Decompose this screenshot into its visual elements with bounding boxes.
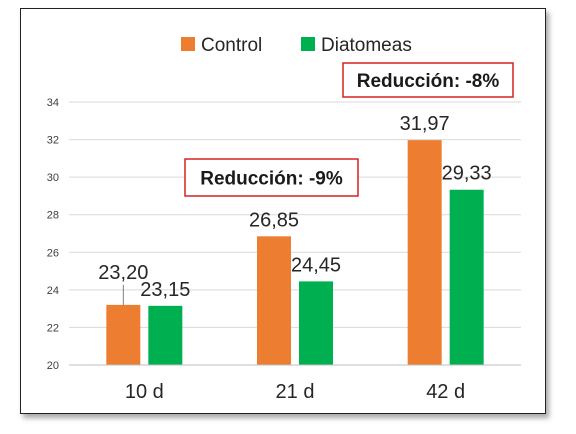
legend-label: Control — [201, 35, 262, 56]
y-axis: 20 22 24 26 28 30 32 34 — [47, 97, 59, 372]
y-tick-label: 20 — [47, 360, 59, 372]
data-label: 23,15 — [140, 279, 190, 301]
legend-swatch-control — [181, 37, 195, 51]
x-tick-label: 21 d — [276, 381, 315, 403]
y-tick-label: 28 — [47, 210, 59, 222]
y-tick-label: 26 — [47, 247, 59, 259]
y-tick-label: 22 — [47, 322, 59, 334]
annotation-text: Reducción: -9% — [200, 169, 343, 190]
y-tick-label: 24 — [47, 285, 59, 297]
x-axis: 10 d 21 d 42 d — [69, 364, 521, 403]
bars — [106, 140, 484, 365]
y-tick-label: 30 — [47, 172, 59, 184]
y-tick-label: 34 — [47, 97, 59, 109]
bar-diatomeas-0 — [148, 305, 183, 365]
x-tick-label: 42 d — [426, 381, 465, 403]
bar-diatomeas-1 — [299, 281, 333, 365]
bar-diatomeas-2 — [449, 189, 484, 365]
x-tick-label: 10 d — [125, 381, 164, 403]
legend-label: Diatomeas — [321, 35, 412, 56]
annotation-text: Reducción: -8% — [357, 71, 500, 92]
bar-control-0 — [106, 304, 141, 365]
data-label: 26,85 — [249, 209, 299, 231]
annotation-box — [184, 158, 359, 197]
bar-control-1 — [257, 236, 291, 365]
y-tick-label: 32 — [47, 135, 59, 147]
data-label: 29,33 — [442, 163, 492, 185]
annotations: Reducción: -9% Reducción: -8% — [184, 62, 514, 197]
legend: Control Diatomeas — [181, 35, 412, 56]
bar-control-2 — [407, 140, 442, 365]
annotation-box — [342, 62, 514, 98]
data-label: 23,20 — [98, 262, 148, 284]
chart-frame: 20 22 24 26 28 30 32 34 23,20 23,15 26,85 24,45 31,… — [20, 8, 546, 414]
data-label: 31,97 — [400, 113, 450, 135]
data-label: 24,45 — [291, 254, 341, 276]
legend-swatch-diatomeas — [301, 37, 315, 51]
